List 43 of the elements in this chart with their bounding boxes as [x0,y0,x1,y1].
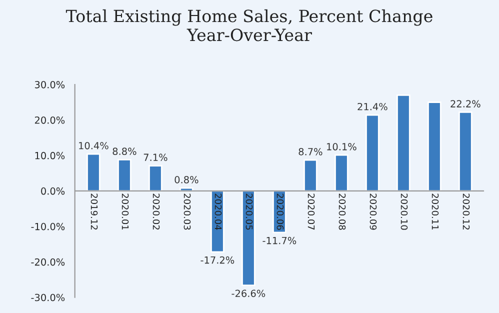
data-label: 22.2% [450,100,480,108]
y-tick-label: 0.0% [41,187,65,195]
bar [86,153,100,192]
y-tick-label: 30.0% [34,80,65,88]
x-tick-label: 2020.08 [338,194,346,230]
data-label: -26.6% [232,290,266,298]
x-tick-label: 2020.11 [432,194,439,230]
data-label: 21.4% [358,102,388,110]
data-label: 8.8% [112,148,136,155]
y-tick-label: -30.0% [31,294,65,302]
bar [458,111,472,192]
x-tick-label: 2020.07 [308,194,315,230]
bar [334,154,348,192]
x-tick-label: 2020.04 [214,194,222,230]
bar [242,190,256,286]
x-tick-label: 2020.10 [400,194,408,230]
bar [366,114,380,192]
x-tick-label: 2020.03 [184,194,191,230]
data-label: 10.1% [327,143,356,150]
x-tick-label: 2020.09 [370,194,377,230]
y-tick-label: 10.0% [35,152,65,160]
data-label: -17.2% [200,256,234,264]
y-tick-label: -20.0% [31,258,65,266]
x-tick-label: 2020.06 [276,194,284,230]
x-tick-label: 2020.02 [152,194,160,230]
data-label: 0.8% [174,176,198,184]
bar [304,159,318,192]
y-tick-label: 20.0% [34,116,65,124]
bar [118,159,132,192]
y-tick-label: -10.0% [31,222,65,230]
chart-title: Total Existing Home Sales, Percent Change Year-Over-Year [66,9,432,42]
data-label: 8.7% [298,148,322,156]
data-label: 7.1% [144,154,168,162]
x-tick-label: 2019.12 [90,194,98,230]
bar [148,165,162,192]
data-label: -11.7% [262,236,296,244]
x-tick-label: 2020.05 [246,194,253,230]
bar [396,94,410,192]
x-tick-label: 2020.12 [462,194,470,230]
bar [210,190,224,253]
x-tick-label: 2020.01 [122,194,129,230]
bar [428,102,442,192]
data-label: 10.4% [79,142,108,150]
